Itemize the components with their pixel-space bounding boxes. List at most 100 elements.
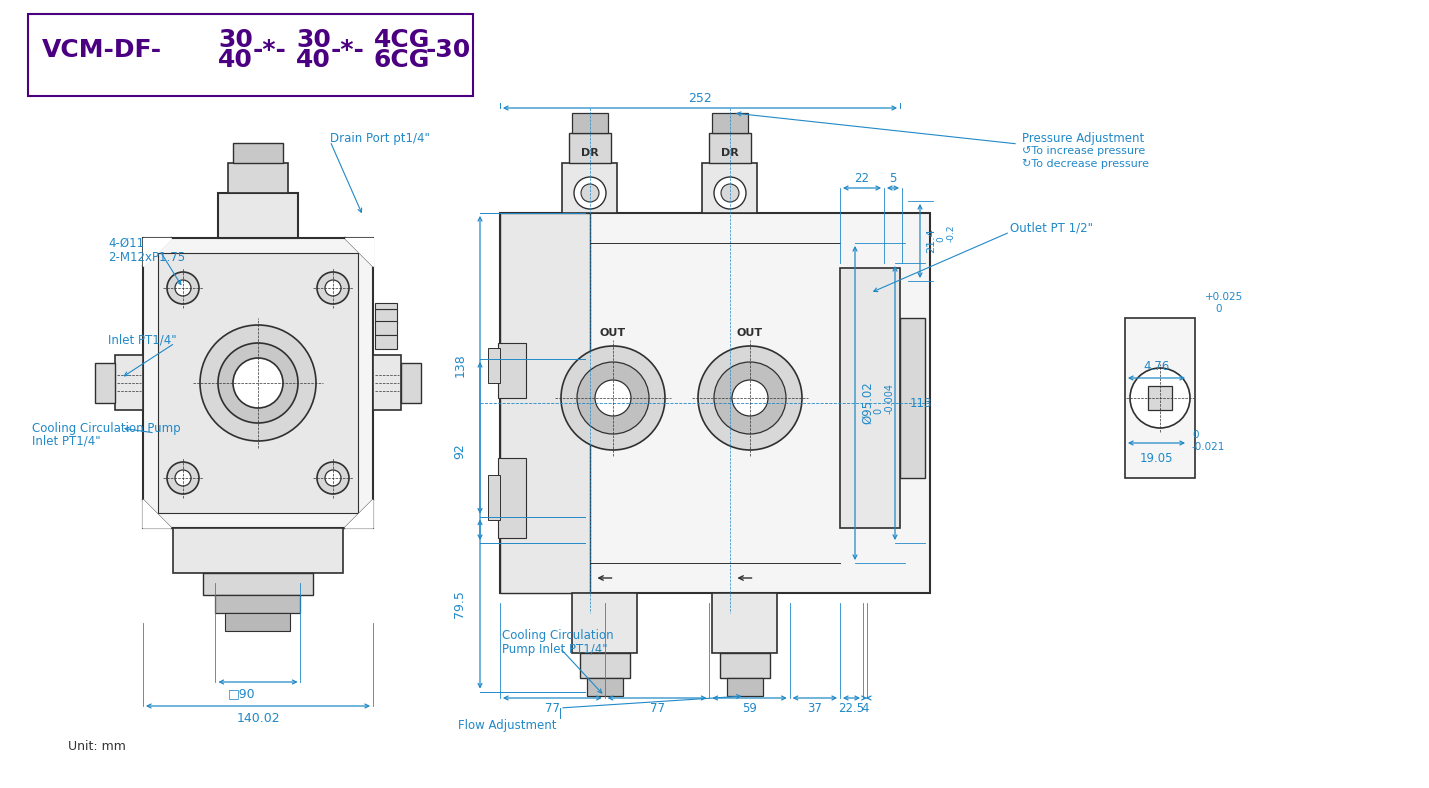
Text: 21.4: 21.4 bbox=[926, 229, 936, 254]
Text: 40: 40 bbox=[219, 48, 253, 72]
Text: Unit: mm: Unit: mm bbox=[69, 739, 126, 753]
Bar bbox=[900, 318, 925, 478]
Bar bbox=[233, 143, 283, 163]
Bar bbox=[563, 163, 617, 213]
Bar bbox=[487, 475, 500, 520]
Polygon shape bbox=[143, 238, 171, 266]
Text: Cooling Circulation: Cooling Circulation bbox=[502, 630, 613, 642]
Bar bbox=[374, 335, 397, 349]
Bar bbox=[500, 213, 930, 593]
Text: 22: 22 bbox=[855, 172, 869, 184]
Text: ↺To increase pressure: ↺To increase pressure bbox=[1022, 146, 1145, 156]
Text: Inlet PT1/4": Inlet PT1/4" bbox=[31, 434, 100, 448]
Circle shape bbox=[324, 470, 342, 486]
Text: 0
-0.2: 0 -0.2 bbox=[936, 225, 956, 242]
Polygon shape bbox=[143, 500, 171, 528]
Circle shape bbox=[574, 177, 606, 209]
Circle shape bbox=[722, 184, 739, 202]
Text: -*-: -*- bbox=[332, 38, 364, 62]
Bar bbox=[219, 193, 299, 238]
Circle shape bbox=[167, 272, 199, 304]
Circle shape bbox=[317, 272, 349, 304]
Text: Flow Adjustment: Flow Adjustment bbox=[457, 719, 556, 733]
Bar bbox=[572, 593, 637, 653]
Text: +0.025: +0.025 bbox=[1205, 292, 1243, 302]
Bar bbox=[709, 133, 752, 163]
Bar bbox=[173, 528, 343, 573]
Bar bbox=[29, 14, 473, 96]
Polygon shape bbox=[344, 238, 373, 266]
Text: -0.021: -0.021 bbox=[1192, 442, 1226, 452]
Bar bbox=[840, 268, 900, 528]
Text: -*-: -*- bbox=[253, 38, 287, 62]
Text: Inlet PT1/4": Inlet PT1/4" bbox=[109, 333, 177, 347]
Text: 77: 77 bbox=[544, 702, 560, 716]
Bar bbox=[159, 253, 359, 513]
Text: OUT: OUT bbox=[737, 328, 763, 338]
Circle shape bbox=[200, 325, 316, 441]
Bar bbox=[216, 595, 300, 613]
Bar bbox=[229, 163, 289, 193]
Text: Cooling Circulation Pump: Cooling Circulation Pump bbox=[31, 422, 180, 434]
Bar bbox=[703, 163, 757, 213]
Text: 92: 92 bbox=[453, 443, 466, 459]
Bar bbox=[226, 613, 290, 631]
Text: 4: 4 bbox=[862, 702, 869, 716]
Text: ↻To decrease pressure: ↻To decrease pressure bbox=[1022, 159, 1149, 169]
Text: 77: 77 bbox=[650, 702, 664, 716]
Circle shape bbox=[233, 358, 283, 408]
Text: 140.02: 140.02 bbox=[236, 712, 280, 724]
Text: DR: DR bbox=[722, 148, 739, 158]
Circle shape bbox=[167, 462, 199, 494]
Text: Pressure Adjustment: Pressure Adjustment bbox=[1022, 132, 1145, 144]
Text: 2-M12xP1.75: 2-M12xP1.75 bbox=[109, 251, 186, 263]
Text: 59: 59 bbox=[742, 702, 757, 716]
Circle shape bbox=[697, 346, 802, 450]
Circle shape bbox=[562, 346, 664, 450]
Bar bbox=[587, 678, 623, 696]
Text: 0
-0.004: 0 -0.004 bbox=[873, 382, 895, 414]
Text: 0: 0 bbox=[1215, 304, 1222, 314]
Circle shape bbox=[1130, 368, 1190, 428]
Text: 22.5: 22.5 bbox=[839, 702, 865, 716]
Bar bbox=[94, 363, 114, 403]
Bar bbox=[497, 458, 526, 538]
Circle shape bbox=[714, 362, 786, 434]
Text: 19.05: 19.05 bbox=[1140, 452, 1173, 464]
Text: 79.5: 79.5 bbox=[453, 590, 466, 618]
Text: 0: 0 bbox=[1192, 430, 1199, 440]
Bar bbox=[580, 653, 630, 678]
Bar bbox=[500, 213, 590, 593]
Bar bbox=[374, 303, 397, 309]
Text: 5: 5 bbox=[889, 172, 896, 184]
Text: 40: 40 bbox=[296, 48, 332, 72]
Bar bbox=[114, 355, 143, 410]
Circle shape bbox=[594, 380, 632, 416]
Bar bbox=[203, 573, 313, 595]
Bar bbox=[1147, 386, 1172, 410]
Circle shape bbox=[577, 362, 649, 434]
Bar bbox=[374, 309, 397, 323]
Text: Drain Port pt1/4": Drain Port pt1/4" bbox=[330, 132, 430, 144]
Bar bbox=[727, 678, 763, 696]
Text: 4CG: 4CG bbox=[374, 28, 430, 52]
Text: DR: DR bbox=[582, 148, 599, 158]
Text: □90: □90 bbox=[229, 687, 256, 701]
Circle shape bbox=[582, 184, 599, 202]
Circle shape bbox=[174, 280, 191, 296]
Circle shape bbox=[219, 343, 299, 423]
Text: 30: 30 bbox=[219, 28, 253, 52]
Bar bbox=[497, 343, 526, 398]
Bar bbox=[373, 355, 402, 410]
Text: -30: -30 bbox=[426, 38, 472, 62]
Circle shape bbox=[324, 280, 342, 296]
Bar bbox=[569, 133, 612, 163]
Bar bbox=[374, 321, 397, 335]
Circle shape bbox=[732, 380, 767, 416]
Text: 30: 30 bbox=[296, 28, 332, 52]
Bar bbox=[143, 238, 373, 528]
Text: 138: 138 bbox=[453, 353, 466, 377]
Bar bbox=[487, 348, 500, 383]
Circle shape bbox=[317, 462, 349, 494]
Bar bbox=[712, 113, 747, 133]
